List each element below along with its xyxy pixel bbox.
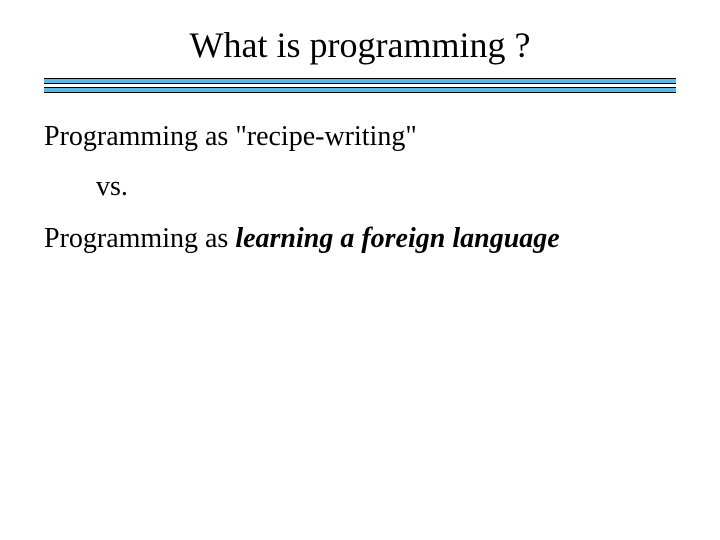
body-line-2: Programming as learning a foreign langua… bbox=[44, 223, 676, 255]
rule-top bbox=[44, 78, 676, 84]
title-underline bbox=[44, 78, 676, 93]
line2-prefix: Programming as bbox=[44, 223, 235, 254]
line1-quoted: "recipe-writing" bbox=[235, 121, 416, 152]
line1-prefix: Programming as bbox=[44, 121, 235, 152]
rule-bottom bbox=[44, 87, 676, 93]
line2-emphasis: learning a foreign language bbox=[235, 223, 559, 254]
slide-title: What is programming ? bbox=[44, 24, 676, 66]
body-line-1: Programming as "recipe-writing" bbox=[44, 121, 676, 153]
slide: What is programming ? Programming as "re… bbox=[0, 0, 720, 540]
body-line-vs: vs. bbox=[96, 171, 676, 203]
